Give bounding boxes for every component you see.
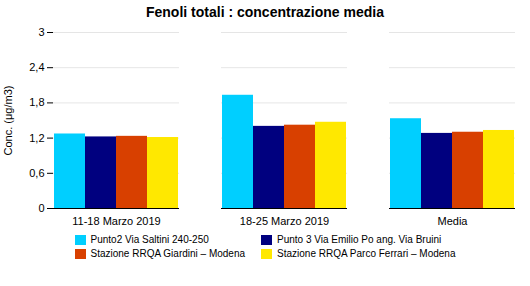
html-text:Stazione RRQA Parco Ferrari –: Stazione RRQA Parco Ferrari – Modena — [277, 248, 456, 259]
svg-text:0,6: 0,6 — [29, 167, 44, 179]
html-text:Fenoli totali : concentrazione: Fenoli totali : concentrazione media — [146, 4, 384, 20]
svg-text:1,8: 1,8 — [29, 96, 44, 108]
html-text:Stazione RRQA Giardini – Moden: Stazione RRQA Giardini – Modena — [90, 248, 245, 259]
svg-text:18-25 Marzo 2019: 18-25 Marzo 2019 — [240, 215, 329, 227]
html-text:Punto 3 Via Emilio Po ang. Via: Punto 3 Via Emilio Po ang. Via Bruini — [277, 234, 442, 245]
svg-text:Conc. (μg/m3): Conc. (μg/m3) — [2, 86, 14, 156]
svg-text:Media: Media — [438, 215, 469, 227]
html-text:Punto2 Via Saltini 240-250: Punto2 Via Saltini 240-250 — [90, 234, 209, 245]
svg-text:2,4: 2,4 — [29, 61, 44, 73]
svg-text:3: 3 — [38, 26, 44, 38]
svg-text:0: 0 — [38, 202, 44, 214]
svg-text:11-18 Marzo 2019: 11-18 Marzo 2019 — [72, 215, 160, 227]
svg-text:1,2: 1,2 — [29, 132, 44, 144]
